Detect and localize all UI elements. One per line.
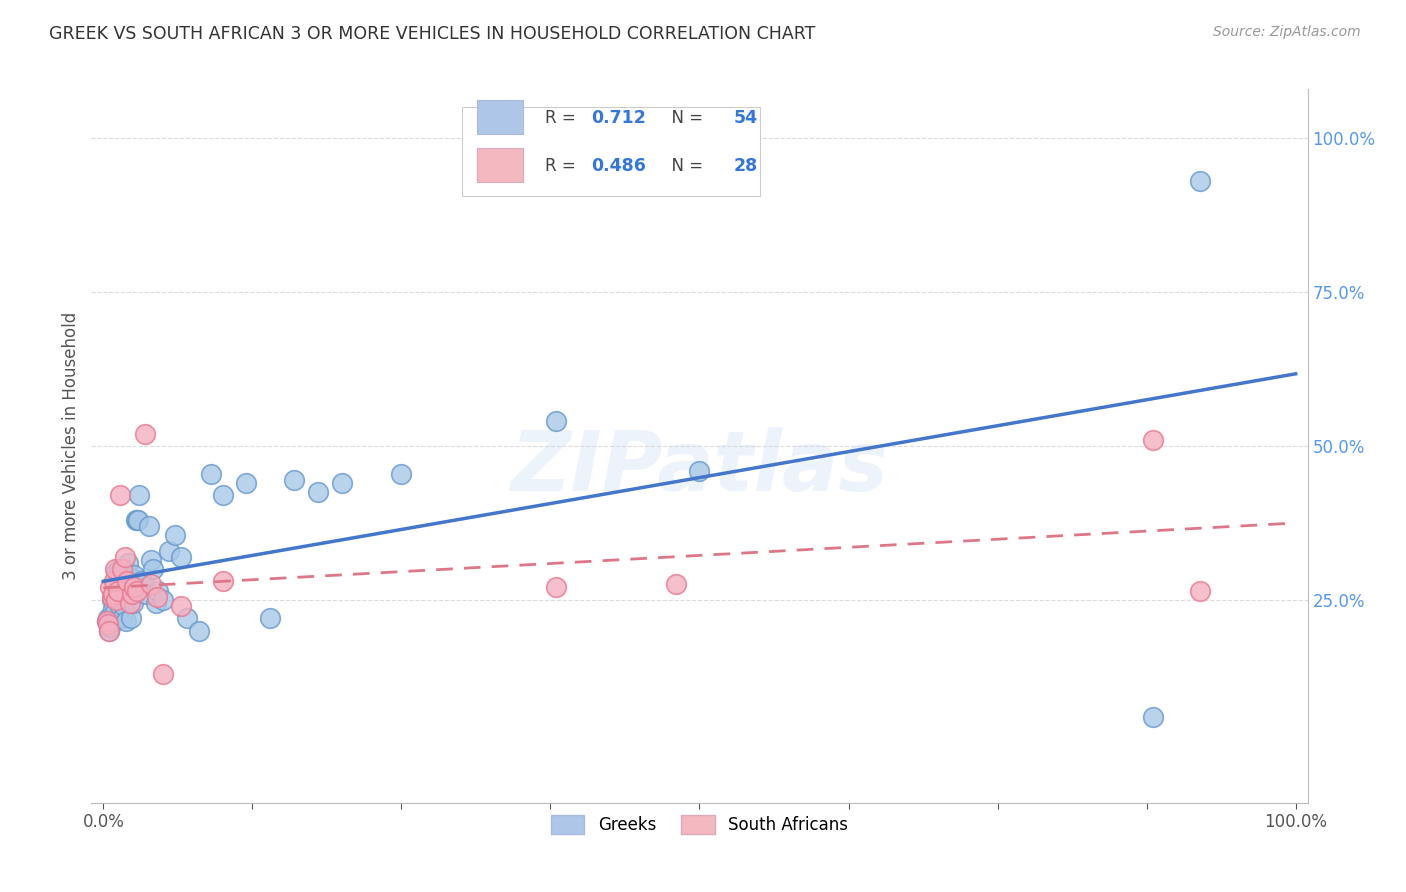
Point bbox=[124, 568, 146, 582]
Point bbox=[96, 615, 118, 629]
Point bbox=[163, 528, 186, 542]
Point bbox=[145, 596, 167, 610]
Point bbox=[283, 473, 305, 487]
Point bbox=[103, 615, 125, 629]
Point bbox=[170, 549, 193, 564]
Point bbox=[132, 577, 155, 591]
Point bbox=[107, 583, 129, 598]
Point bbox=[108, 562, 131, 576]
Point bbox=[1142, 433, 1164, 447]
Text: N =: N = bbox=[661, 109, 709, 127]
Point bbox=[105, 565, 128, 579]
Point bbox=[114, 549, 136, 564]
Point bbox=[138, 519, 160, 533]
Text: 0.712: 0.712 bbox=[592, 109, 647, 127]
Point bbox=[135, 587, 157, 601]
Point bbox=[307, 485, 329, 500]
Point bbox=[146, 590, 169, 604]
Point bbox=[114, 562, 136, 576]
Text: 28: 28 bbox=[734, 157, 758, 175]
Point bbox=[157, 543, 180, 558]
Point bbox=[200, 467, 222, 481]
Point bbox=[665, 577, 688, 591]
FancyBboxPatch shape bbox=[463, 107, 761, 196]
FancyBboxPatch shape bbox=[477, 100, 523, 134]
Point bbox=[187, 624, 209, 638]
Point bbox=[100, 620, 122, 634]
Point bbox=[546, 581, 568, 595]
Point bbox=[124, 513, 146, 527]
Point bbox=[111, 611, 134, 625]
Point bbox=[127, 513, 149, 527]
Point bbox=[1142, 709, 1164, 723]
Point bbox=[235, 475, 257, 490]
Point bbox=[104, 562, 127, 576]
Text: 54: 54 bbox=[734, 109, 758, 127]
Point bbox=[100, 592, 122, 607]
Point bbox=[110, 587, 132, 601]
Point bbox=[152, 592, 174, 607]
Point bbox=[96, 615, 118, 629]
Point bbox=[125, 583, 148, 598]
Point bbox=[101, 587, 124, 601]
Point bbox=[97, 611, 120, 625]
Point bbox=[107, 581, 129, 595]
Legend: Greeks, South Africans: Greeks, South Africans bbox=[544, 808, 855, 841]
Point bbox=[108, 599, 131, 613]
Point bbox=[121, 571, 143, 585]
Point bbox=[100, 590, 122, 604]
Point bbox=[103, 574, 125, 589]
Text: GREEK VS SOUTH AFRICAN 3 OR MORE VEHICLES IN HOUSEHOLD CORRELATION CHART: GREEK VS SOUTH AFRICAN 3 OR MORE VEHICLE… bbox=[49, 25, 815, 43]
Point bbox=[118, 596, 141, 610]
Point bbox=[152, 666, 174, 681]
FancyBboxPatch shape bbox=[477, 148, 523, 182]
Point bbox=[98, 624, 121, 638]
Point bbox=[259, 611, 281, 625]
Point bbox=[1189, 174, 1212, 188]
Point bbox=[117, 556, 139, 570]
Text: N =: N = bbox=[661, 157, 709, 175]
Text: ZIPatlas: ZIPatlas bbox=[510, 427, 889, 508]
Point bbox=[146, 583, 169, 598]
Point bbox=[125, 513, 148, 527]
Point bbox=[688, 464, 710, 478]
Point bbox=[115, 581, 138, 595]
Point bbox=[115, 615, 138, 629]
Point bbox=[389, 467, 412, 481]
Point bbox=[105, 592, 128, 607]
Point bbox=[330, 475, 353, 490]
Text: R =: R = bbox=[546, 109, 581, 127]
Point bbox=[134, 426, 156, 441]
Point bbox=[170, 599, 193, 613]
Point bbox=[128, 488, 150, 502]
Point bbox=[211, 574, 233, 589]
Point bbox=[211, 488, 233, 502]
Point bbox=[139, 553, 162, 567]
Point bbox=[176, 611, 198, 625]
Text: R =: R = bbox=[546, 157, 581, 175]
Point bbox=[1189, 583, 1212, 598]
Point bbox=[546, 414, 568, 428]
Point bbox=[104, 605, 127, 619]
Text: Source: ZipAtlas.com: Source: ZipAtlas.com bbox=[1213, 25, 1361, 39]
Point bbox=[120, 611, 142, 625]
Point bbox=[142, 562, 165, 576]
Point bbox=[118, 583, 141, 598]
Point bbox=[112, 599, 135, 613]
Point bbox=[98, 624, 121, 638]
Point bbox=[100, 581, 122, 595]
Point bbox=[101, 602, 124, 616]
Point bbox=[108, 488, 131, 502]
Point bbox=[124, 581, 146, 595]
Y-axis label: 3 or more Vehicles in Household: 3 or more Vehicles in Household bbox=[62, 312, 80, 580]
Point bbox=[121, 587, 143, 601]
Point bbox=[131, 574, 153, 589]
Point bbox=[139, 577, 162, 591]
Point bbox=[97, 617, 120, 632]
Point bbox=[115, 574, 138, 589]
Text: 0.486: 0.486 bbox=[592, 157, 647, 175]
Point bbox=[111, 562, 134, 576]
Point bbox=[122, 596, 145, 610]
